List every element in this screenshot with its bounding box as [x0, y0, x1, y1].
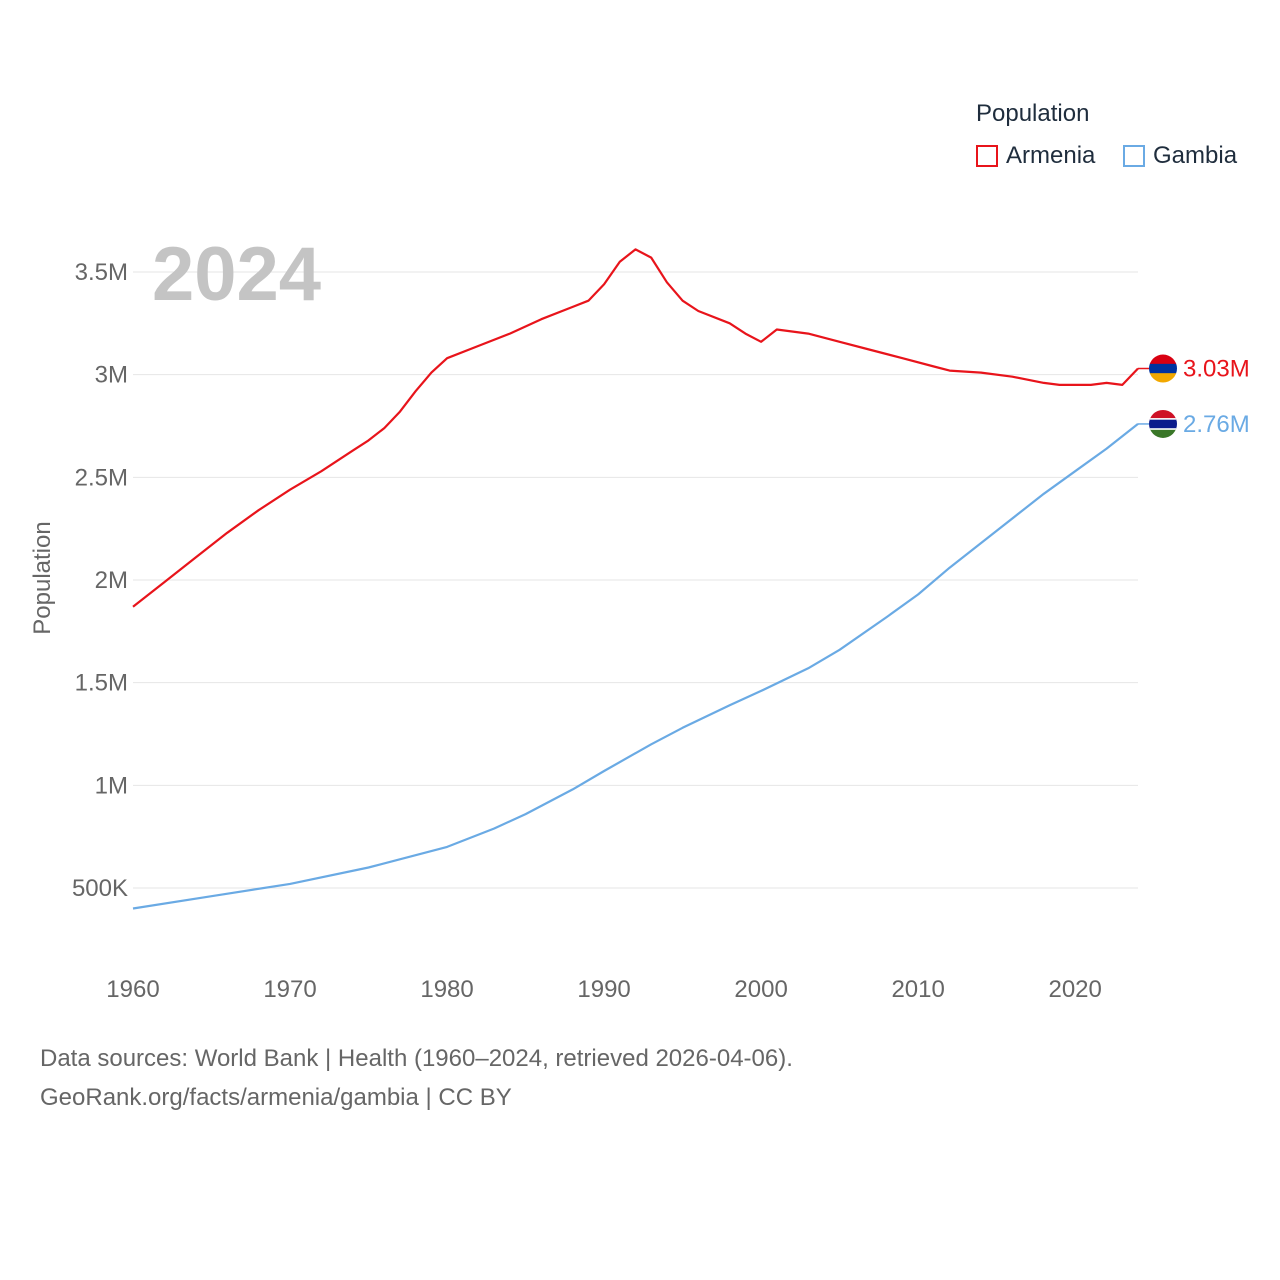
legend-swatch-gambia [1123, 145, 1145, 167]
flag-fimbriation [1149, 418, 1177, 420]
x-tick-label: 2020 [1048, 976, 1101, 1003]
y-axis: 500K 1M 1.5M 2M 2.5M 3M 3.5M [72, 259, 128, 902]
series-end-label-armenia: 3.03M [1183, 356, 1250, 383]
y-tick-label: 500K [72, 875, 128, 902]
flag-armenia-icon [1149, 354, 1177, 383]
grid-lines [133, 271, 1138, 889]
legend-label-gambia: Gambia [1153, 142, 1238, 169]
y-axis-title: Population [29, 521, 56, 634]
flag-fimbriation [1149, 428, 1177, 430]
year-label: 2024 [152, 232, 321, 317]
y-tick-label: 3M [95, 362, 128, 389]
series-line-gambia [132, 423, 1139, 910]
x-tick-label: 2000 [734, 976, 787, 1003]
legend-swatch-armenia [976, 145, 998, 167]
y-tick-label: 1.5M [75, 670, 128, 697]
y-tick-label: 2.5M [75, 464, 128, 491]
flag-band [1149, 373, 1177, 383]
x-tick-label: 1960 [106, 976, 159, 1003]
y-tick-label: 1M [95, 772, 128, 799]
legend-item-armenia[interactable]: Armenia [976, 142, 1095, 170]
x-tick-label: 2010 [891, 976, 944, 1003]
x-axis: 1960 1970 1980 1990 2000 2010 2020 [106, 976, 1102, 1003]
series-end-markers: 3.03M 2.76M [1138, 354, 1250, 438]
y-tick-label: 2M [95, 567, 128, 594]
source-note: Data sources: World Bank | Health (1960–… [40, 1045, 793, 1072]
legend-title: Population [976, 100, 1090, 127]
series-line-armenia [132, 248, 1139, 608]
flag-band [1149, 354, 1177, 365]
flag-gambia-icon [1149, 409, 1177, 438]
flag-band [1149, 419, 1177, 430]
x-tick-label: 1970 [263, 976, 316, 1003]
flag-band [1149, 409, 1177, 420]
legend-label-armenia: Armenia [1006, 142, 1096, 169]
series-lines [132, 248, 1139, 910]
flag-band [1149, 428, 1177, 438]
y-tick-label: 3.5M [75, 259, 128, 286]
x-tick-label: 1990 [577, 976, 630, 1003]
x-tick-label: 1980 [420, 976, 473, 1003]
flag-band [1149, 363, 1177, 374]
source-link[interactable]: GeoRank.org/facts/armenia/gambia | CC BY [40, 1084, 512, 1111]
legend-item-gambia[interactable]: Gambia [1123, 142, 1237, 170]
series-end-label-gambia: 2.76M [1183, 411, 1250, 438]
